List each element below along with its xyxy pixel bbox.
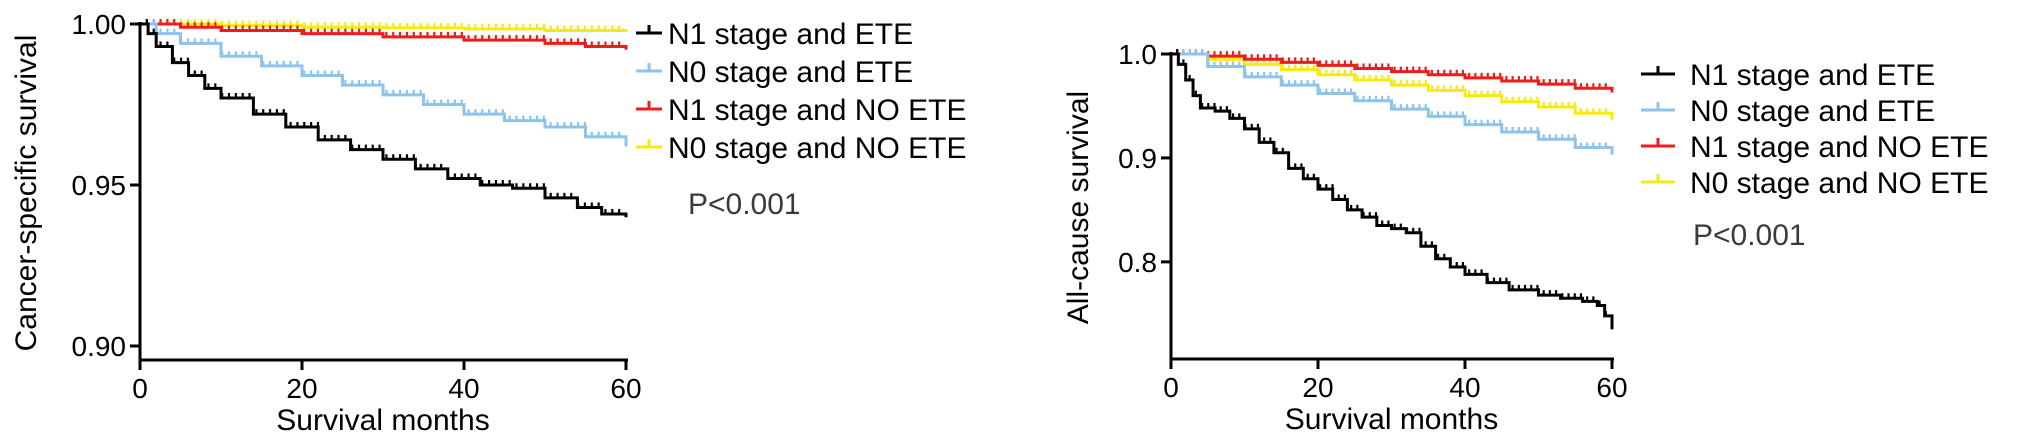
- chart2-y-axis-title: All-cause survival: [1062, 91, 1095, 324]
- chart2-legend-swatch-4: [1641, 174, 1675, 184]
- chart2-x-tick-label: 60: [1596, 372, 1627, 403]
- chart1-series-4-curve: [140, 22, 628, 33]
- chart2-series-1-curve: [1171, 52, 1614, 330]
- chart2-legend-label-2: N0 stage and ETE: [1690, 95, 1935, 128]
- chart1-x-tick-label: 20: [286, 373, 317, 404]
- chart1-x-tick-label: 60: [610, 373, 641, 404]
- chart1-y-tick-label: 0.90: [72, 331, 127, 362]
- chart2-legend-label-3: N1 stage and NO ETE: [1690, 131, 1988, 164]
- chart2-legend-swatch-2: [1641, 102, 1675, 112]
- chart1-x-tick-label: 40: [448, 373, 479, 404]
- chart1-series-1-censor-marks: [145, 19, 621, 214]
- chart2-series-2-curve: [1171, 52, 1614, 155]
- chart1-series-1-curve: [140, 22, 628, 218]
- chart2-series-2-censor-marks: [1176, 49, 1607, 148]
- chart2-x-tick-label: 0: [1163, 372, 1179, 403]
- chart2-y-tick-label: 1.0: [1118, 39, 1157, 70]
- chart2-x-tick-label: 20: [1302, 372, 1333, 403]
- chart1-x-tick-label: 0: [132, 373, 148, 404]
- chart1-legend-swatch-4: [636, 139, 662, 149]
- chart1-legend-swatch-2: [636, 63, 662, 73]
- chart2-x-axis-title: Survival months: [1285, 403, 1498, 436]
- chart1-y-tick-label: 1.00: [72, 9, 127, 40]
- chart1-legend-swatch-1: [636, 25, 662, 35]
- chart2-series-1-censor-marks: [1176, 49, 1607, 316]
- chart2-x-tick-label: 40: [1449, 372, 1480, 403]
- chart1-x-axis-title: Survival months: [276, 404, 489, 437]
- chart1-y-tick-label: 0.95: [72, 170, 127, 201]
- chart1-y-axis-title: Cancer-specific survival: [10, 35, 43, 352]
- chart2-legend-swatch-1: [1641, 66, 1675, 76]
- chart1-p-value: P<0.001: [688, 188, 801, 221]
- chart1-legend-label-3: N1 stage and NO ETE: [668, 94, 966, 127]
- chart1-legend-swatch-3: [636, 101, 662, 111]
- chart2-legend-label-1: N1 stage and ETE: [1690, 59, 1935, 92]
- chart2-legend-swatch-3: [1641, 138, 1675, 148]
- chart2-series-4-curve: [1171, 52, 1614, 120]
- chart2-y-tick-label: 0.8: [1118, 247, 1157, 278]
- chart1-legend-label-1: N1 stage and ETE: [668, 18, 913, 51]
- chart2-p-value: P<0.001: [1693, 219, 1806, 252]
- chart1-legend-label-2: N0 stage and ETE: [668, 56, 913, 89]
- chart2-y-tick-label: 0.9: [1118, 143, 1157, 174]
- chart1-legend-label-4: N0 stage and NO ETE: [668, 132, 966, 165]
- chart2-legend-label-4: N0 stage and NO ETE: [1690, 167, 1988, 200]
